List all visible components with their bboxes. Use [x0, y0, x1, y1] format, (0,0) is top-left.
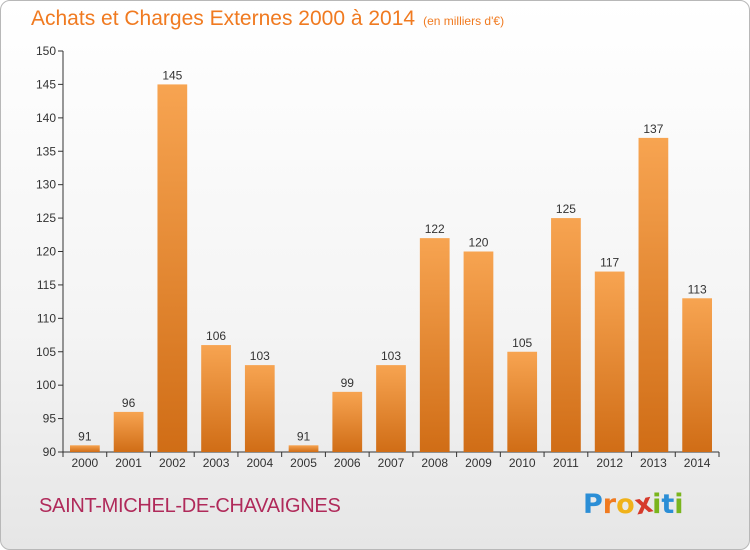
- x-tick-label: 2007: [378, 456, 405, 470]
- y-tick-label: 90: [43, 445, 57, 459]
- bar: [682, 298, 713, 452]
- data-label: 105: [512, 336, 532, 350]
- bar: [113, 411, 144, 452]
- bar: [288, 445, 319, 452]
- x-tick-label: 2013: [640, 456, 667, 470]
- y-tick-label: 95: [43, 412, 57, 426]
- data-label: 117: [600, 256, 619, 270]
- logo-letter: o: [616, 489, 635, 520]
- data-label: 103: [250, 349, 270, 363]
- data-label: 113: [688, 282, 707, 296]
- bar: [201, 345, 231, 452]
- logo-letter: i: [674, 489, 684, 520]
- x-tick-label: 2000: [72, 456, 99, 470]
- y-tick-label: 115: [37, 278, 56, 292]
- bar: [638, 137, 669, 452]
- chart-subtitle: (en milliers d'€): [423, 14, 505, 28]
- y-tick-label: 135: [36, 144, 56, 158]
- x-tick-label: 2004: [246, 456, 273, 470]
- proxiti-logo: Proxiti: [583, 488, 684, 522]
- x-tick-label: 2009: [465, 456, 492, 470]
- y-tick-label: 130: [36, 178, 56, 192]
- bar: [463, 251, 494, 452]
- title-text: Achats et Charges Externes 2000 à 2014: [31, 7, 416, 30]
- x-tick-label: 2005: [290, 456, 317, 470]
- data-label: 145: [162, 68, 182, 82]
- y-tick-label: 125: [36, 211, 56, 225]
- logo-letter: P: [583, 489, 603, 520]
- bar: [244, 365, 275, 452]
- y-tick-label: 105: [36, 345, 56, 359]
- x-tick-label: 2006: [334, 456, 361, 470]
- data-label: 96: [122, 396, 136, 410]
- y-tick-label: 120: [36, 245, 56, 259]
- y-tick-label: 140: [36, 111, 56, 125]
- x-tick-label: 2002: [159, 456, 186, 470]
- bar: [376, 365, 406, 452]
- bar: [332, 391, 363, 452]
- data-label: 91: [78, 429, 92, 443]
- logo-letter: i: [652, 489, 662, 520]
- bar: [69, 445, 100, 452]
- y-tick-label: 100: [36, 378, 56, 392]
- x-tick-label: 2014: [684, 456, 711, 470]
- bar: [419, 238, 450, 452]
- logo-letter: r: [602, 489, 617, 520]
- data-label: 91: [297, 429, 311, 443]
- data-label: 122: [425, 222, 445, 236]
- logo-letter: t: [661, 489, 675, 520]
- y-tick-label: 145: [36, 77, 56, 91]
- x-tick-label: 2010: [509, 456, 536, 470]
- data-label: 99: [341, 376, 355, 390]
- chart-title: Achats et Charges Externes 2000 à 2014 (e…: [31, 7, 504, 31]
- data-label: 120: [468, 236, 488, 250]
- y-tick-label: 150: [36, 44, 56, 58]
- x-tick-label: 2001: [115, 456, 142, 470]
- x-tick-label: 2011: [553, 456, 579, 470]
- x-tick-label: 2012: [596, 456, 623, 470]
- commune-name: SAINT-MICHEL-DE-CHAVAIGNES: [39, 495, 341, 517]
- data-label: 137: [643, 122, 663, 136]
- x-tick-label: 2003: [203, 456, 230, 470]
- x-tick-label: 2008: [421, 456, 448, 470]
- y-tick-label: 110: [37, 311, 56, 325]
- bar: [157, 84, 188, 453]
- data-label: 106: [206, 329, 226, 343]
- data-label: 125: [556, 202, 576, 216]
- bar: [551, 218, 581, 452]
- data-label: 103: [381, 349, 401, 363]
- bar: [594, 271, 625, 452]
- bar: [507, 351, 538, 452]
